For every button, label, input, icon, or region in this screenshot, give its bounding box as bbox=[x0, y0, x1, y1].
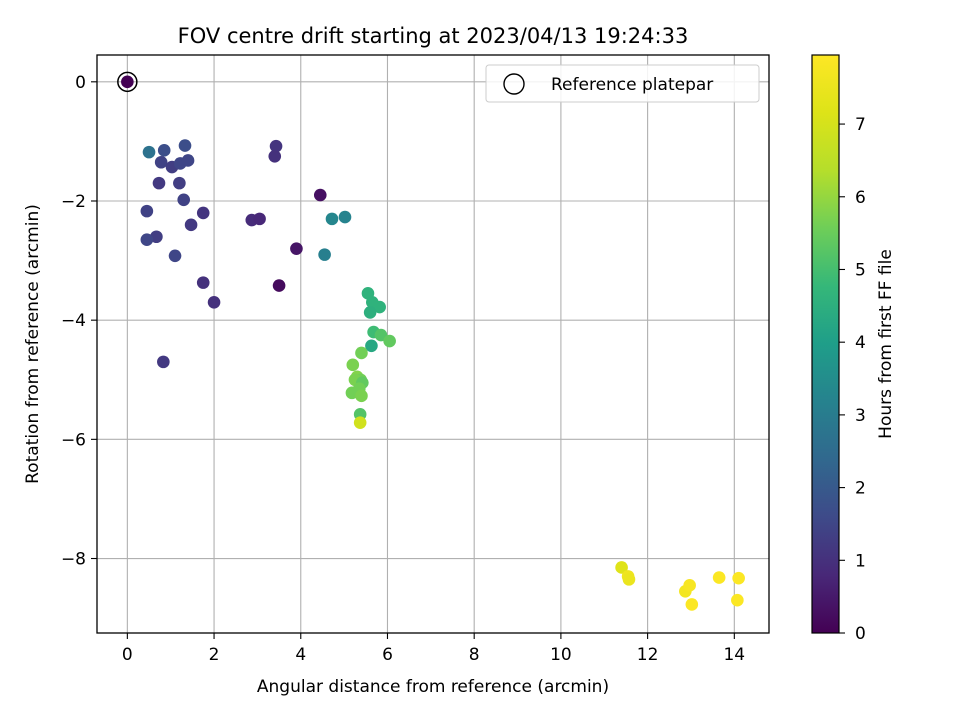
data-point bbox=[622, 573, 636, 586]
data-point bbox=[365, 339, 378, 353]
data-points bbox=[121, 75, 745, 611]
data-point bbox=[355, 346, 368, 360]
data-point bbox=[150, 230, 163, 244]
legend-box bbox=[485, 64, 760, 103]
legend-reference-marker bbox=[503, 73, 525, 95]
data-point bbox=[178, 139, 192, 152]
x-tick-label: 0 bbox=[122, 645, 133, 665]
x-tick-label: 10 bbox=[550, 645, 572, 665]
colorbar-label: Hours from first FF file bbox=[876, 249, 896, 439]
colorbar-tick-label: 0 bbox=[855, 624, 866, 644]
data-point bbox=[683, 579, 696, 592]
colorbar-tick-label: 1 bbox=[855, 551, 866, 571]
data-point bbox=[712, 571, 726, 584]
colorbar bbox=[811, 54, 840, 634]
data-point bbox=[196, 276, 210, 289]
y-tick-label: −6 bbox=[61, 430, 86, 450]
data-point bbox=[177, 193, 191, 207]
data-point bbox=[168, 249, 182, 263]
data-point bbox=[338, 210, 352, 224]
data-point bbox=[615, 561, 628, 574]
x-tick-label: 4 bbox=[295, 645, 306, 665]
chart-title: FOV centre drift starting at 2023/04/13 … bbox=[178, 24, 689, 48]
colorbar-tick-label: 5 bbox=[855, 260, 866, 280]
reference-marker bbox=[117, 71, 138, 93]
data-point bbox=[731, 593, 744, 607]
grid bbox=[97, 55, 769, 633]
data-point bbox=[383, 334, 396, 348]
data-point bbox=[732, 571, 745, 585]
data-point bbox=[353, 416, 367, 429]
x-tick-label: 12 bbox=[637, 645, 659, 665]
y-axis-ticks: 0 −2 −4 −6 −8 bbox=[61, 73, 97, 570]
data-point bbox=[313, 188, 327, 202]
data-point bbox=[140, 233, 154, 247]
plot-frame bbox=[96, 54, 770, 634]
data-point bbox=[154, 155, 168, 169]
data-point bbox=[318, 248, 331, 261]
data-point bbox=[181, 154, 195, 167]
colorbar-tick-label: 7 bbox=[855, 115, 866, 135]
y-tick-label: −2 bbox=[61, 192, 86, 212]
data-point bbox=[253, 212, 266, 226]
x-axis-label: Angular distance from reference (arcmin) bbox=[257, 677, 609, 697]
data-point bbox=[140, 204, 154, 218]
data-point bbox=[157, 144, 171, 157]
x-axis-ticks: 0 2 4 6 8 10 12 14 bbox=[122, 633, 745, 665]
y-tick-label: 0 bbox=[75, 73, 86, 93]
data-point bbox=[325, 212, 339, 226]
data-point bbox=[173, 176, 186, 190]
reference-platepar-marker bbox=[117, 71, 138, 93]
colorbar-tick-label: 3 bbox=[855, 406, 866, 426]
data-point bbox=[207, 295, 221, 309]
data-point bbox=[272, 279, 286, 292]
data-point bbox=[157, 355, 170, 369]
x-tick-label: 6 bbox=[382, 645, 393, 665]
data-point bbox=[196, 206, 210, 220]
data-point bbox=[184, 218, 198, 232]
colorbar-ticks: 0 1 2 3 4 5 6 7 bbox=[839, 115, 866, 644]
data-point bbox=[142, 145, 156, 159]
x-tick-label: 8 bbox=[469, 645, 480, 665]
legend-label: Reference platepar bbox=[551, 75, 713, 95]
data-point bbox=[346, 358, 360, 372]
data-point bbox=[685, 598, 699, 611]
data-point bbox=[152, 176, 166, 190]
y-axis-label: Rotation from reference (arcmin) bbox=[23, 204, 43, 484]
data-point bbox=[355, 389, 368, 403]
data-point bbox=[363, 306, 377, 319]
colorbar-tick-label: 2 bbox=[855, 479, 866, 499]
y-tick-label: −8 bbox=[61, 550, 86, 570]
data-point bbox=[345, 386, 359, 400]
legend: Reference platepar bbox=[485, 64, 760, 103]
data-point bbox=[269, 139, 283, 153]
data-point bbox=[290, 242, 303, 255]
data-point bbox=[373, 300, 386, 314]
data-point bbox=[268, 149, 282, 163]
y-tick-label: −4 bbox=[61, 311, 86, 331]
x-tick-label: 2 bbox=[209, 645, 220, 665]
data-point bbox=[121, 75, 134, 89]
x-tick-label: 14 bbox=[723, 645, 745, 665]
colorbar-tick-label: 4 bbox=[855, 333, 866, 353]
colorbar-tick-label: 6 bbox=[855, 188, 866, 208]
